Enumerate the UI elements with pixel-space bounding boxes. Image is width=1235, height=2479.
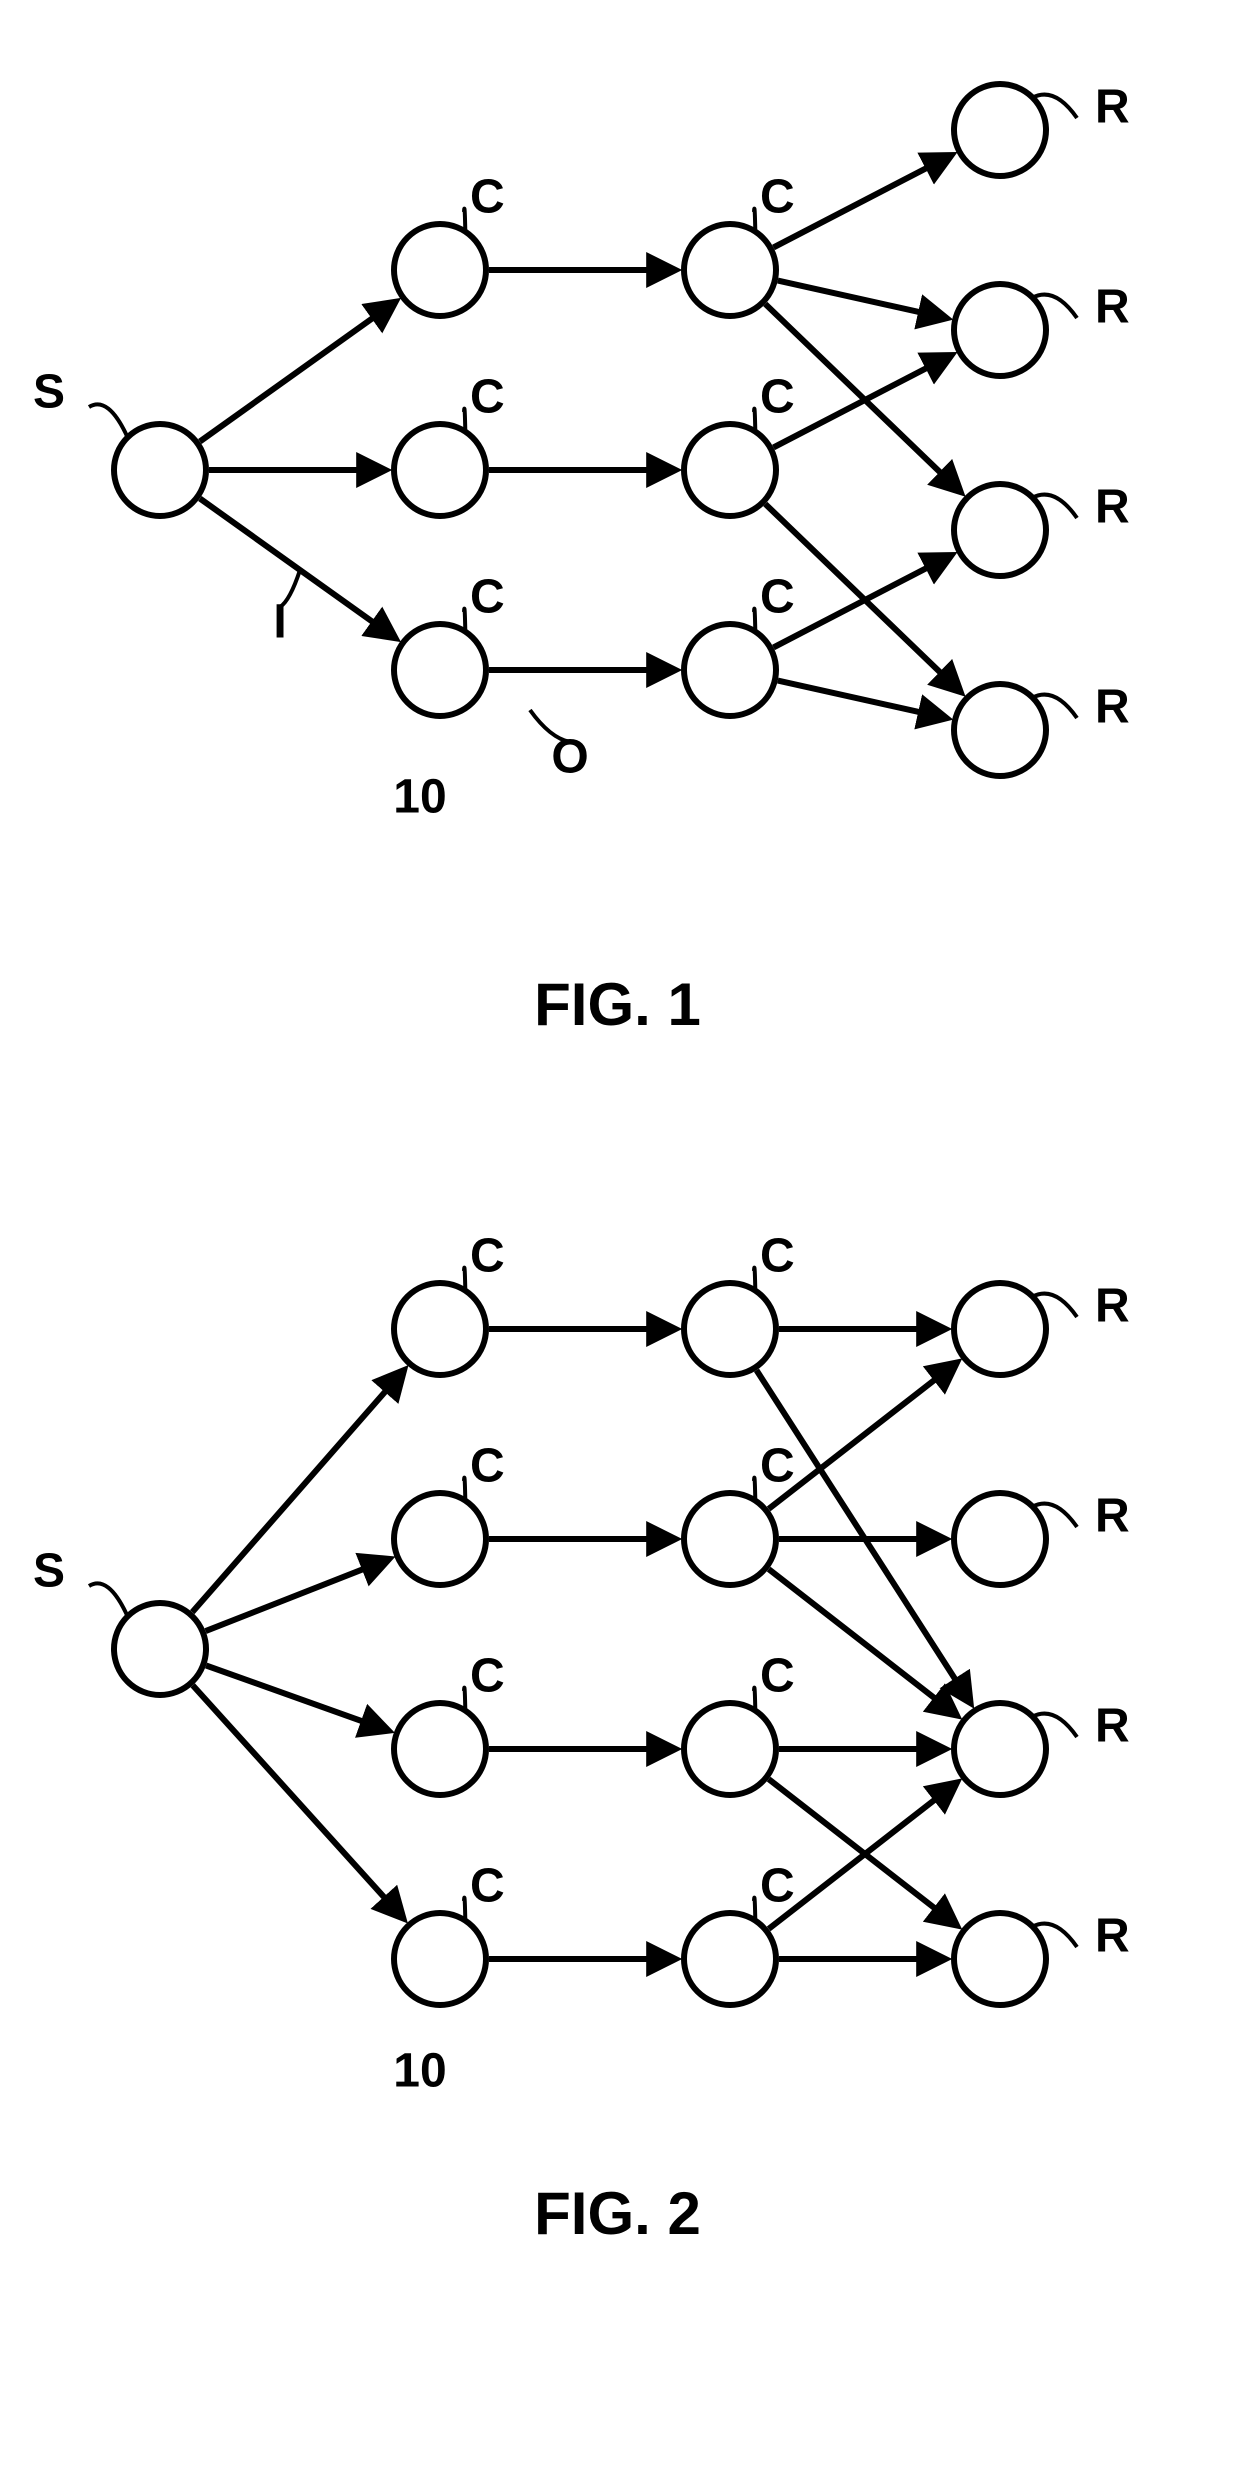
node <box>394 224 486 316</box>
edge <box>778 281 947 319</box>
node-label: C <box>470 1860 505 1913</box>
node <box>684 1913 776 2005</box>
node-label: R <box>1095 1700 1130 1753</box>
node-label: R <box>1095 281 1130 334</box>
node-label: C <box>760 1230 795 1283</box>
node <box>684 624 776 716</box>
node <box>684 224 776 316</box>
node-label: C <box>470 1440 505 1493</box>
diagram-page: S C C C C C C R R R R I O 10 FIG. 1 S C C C C C C C C R R R R 10 F… <box>0 40 1235 2479</box>
node-label: R <box>1095 81 1130 134</box>
leader-line <box>754 1688 755 1710</box>
leader-line <box>464 1898 465 1920</box>
node-label: C <box>760 371 795 424</box>
node-label: S <box>33 1545 65 1598</box>
leader-line <box>754 1478 755 1500</box>
edge <box>193 1685 403 1918</box>
node <box>954 1283 1046 1375</box>
leader-line <box>89 404 128 437</box>
leader-line <box>464 1268 465 1290</box>
node <box>684 1493 776 1585</box>
node <box>954 1913 1046 2005</box>
node <box>684 424 776 516</box>
edge <box>778 681 947 719</box>
node-label: C <box>760 1440 795 1493</box>
fig1-network: S C C C C C C R R R R I O 10 <box>0 40 1235 940</box>
annotation-label: I <box>273 596 286 649</box>
node-label: R <box>1095 481 1130 534</box>
node-label: R <box>1095 1280 1130 1333</box>
nodes <box>114 1283 1046 2005</box>
node <box>684 1703 776 1795</box>
edges <box>192 1329 970 1959</box>
edge <box>774 555 952 647</box>
edge <box>774 155 952 247</box>
leader-line <box>464 1478 465 1500</box>
node <box>954 84 1046 176</box>
node-label: C <box>470 571 505 624</box>
node-label: S <box>33 366 65 419</box>
node-label: C <box>470 371 505 424</box>
node <box>394 424 486 516</box>
leader-line <box>464 209 465 231</box>
edge <box>192 1370 403 1612</box>
edge <box>774 355 952 447</box>
leader-line <box>464 609 465 631</box>
node-label: C <box>470 1650 505 1703</box>
node <box>954 1493 1046 1585</box>
node-label: C <box>470 1230 505 1283</box>
leader-line <box>89 1583 128 1616</box>
leader-line <box>754 409 755 431</box>
node <box>394 1283 486 1375</box>
annotation-label: 10 <box>393 2045 446 2098</box>
node-label: C <box>760 571 795 624</box>
node-label: R <box>1095 681 1130 734</box>
edge <box>200 302 395 442</box>
fig2-caption: FIG. 2 <box>0 2179 1235 2248</box>
fig2-network: S C C C C C C C C R R R R 10 <box>0 1149 1235 2149</box>
node <box>114 1603 206 1695</box>
node <box>394 624 486 716</box>
node-label: R <box>1095 1910 1130 1963</box>
leader-line <box>754 209 755 231</box>
node-label: C <box>470 171 505 224</box>
node-label: C <box>760 1650 795 1703</box>
node-label: R <box>1095 1490 1130 1543</box>
edge <box>200 499 395 639</box>
node <box>394 1913 486 2005</box>
node-label: C <box>760 171 795 224</box>
leader-line <box>754 609 755 631</box>
leader-line <box>754 1898 755 1920</box>
edge <box>206 1666 388 1731</box>
leader-line <box>464 1688 465 1710</box>
node-label: C <box>760 1860 795 1913</box>
node <box>394 1703 486 1795</box>
node <box>684 1283 776 1375</box>
annotation-label: O <box>551 731 588 784</box>
edges <box>200 155 961 718</box>
fig1-caption: FIG. 1 <box>0 970 1235 1039</box>
annotation-label: 10 <box>393 771 446 824</box>
leader-line <box>464 409 465 431</box>
node <box>394 1493 486 1585</box>
leader-line <box>754 1268 755 1290</box>
node <box>954 1703 1046 1795</box>
